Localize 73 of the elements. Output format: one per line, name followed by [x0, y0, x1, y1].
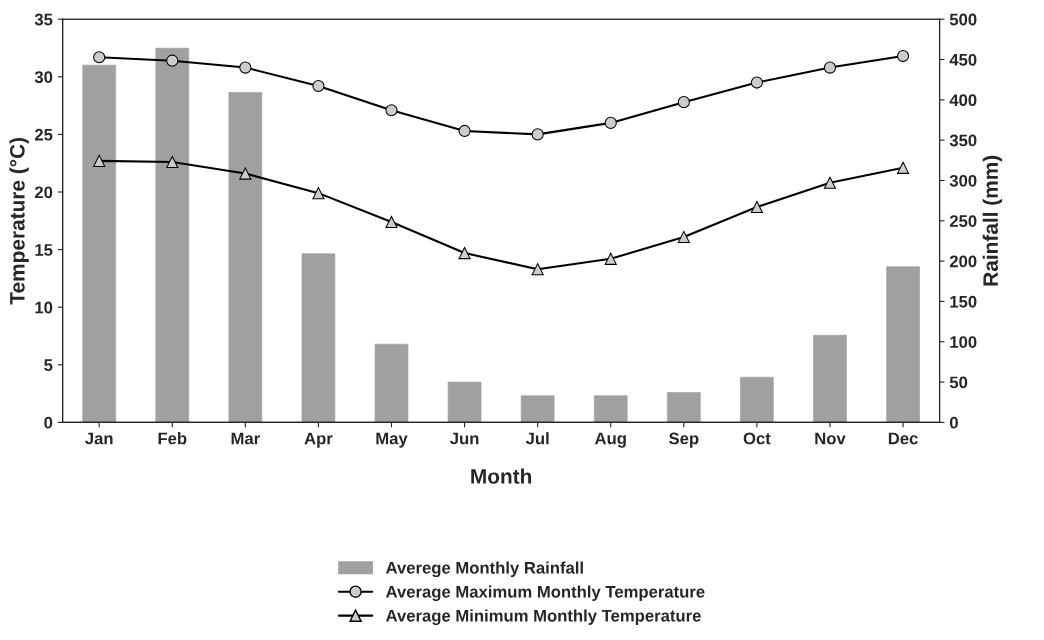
bar — [740, 376, 774, 423]
y2-tick-label: 450 — [949, 53, 977, 66]
y-tick-label: 35 — [34, 13, 53, 26]
point — [93, 154, 106, 167]
x-tick-label: Jan — [85, 432, 113, 445]
y2-tick-label: 50 — [949, 376, 968, 389]
y2-axis-title: Rainfall (mm) — [982, 155, 1003, 286]
point — [750, 200, 763, 214]
x-tick-label: Oct — [743, 432, 771, 445]
point — [312, 79, 325, 93]
x-tick-label: Apr — [304, 432, 333, 448]
point — [750, 76, 763, 89]
legend-label: Averege Monthly Rainfall — [385, 561, 583, 578]
point — [823, 176, 837, 189]
legend-label: Average Minimum Monthly Temperature — [385, 609, 701, 625]
point — [385, 215, 398, 229]
y2-tick-label: 0 — [949, 416, 958, 429]
legend-label: Average Maximum Monthly Temperature — [385, 585, 705, 602]
bar — [886, 266, 920, 423]
point — [896, 161, 910, 174]
point — [458, 124, 471, 138]
y2-tick-label: 100 — [950, 336, 977, 348]
point — [531, 263, 544, 276]
bar — [520, 395, 555, 423]
x-tick-label: Jun — [450, 432, 479, 445]
bar — [228, 92, 263, 423]
point — [677, 230, 690, 243]
y2-tick-label: 200 — [949, 255, 977, 268]
point — [385, 104, 398, 117]
y-axis-title: Temperature (°C) — [9, 137, 29, 305]
y-tick-label: 15 — [35, 244, 53, 256]
point — [312, 187, 325, 200]
y2-tick-label: 250 — [949, 215, 977, 227]
x-tick-label: Dec — [888, 432, 918, 445]
bar — [667, 392, 701, 423]
point — [677, 96, 690, 109]
y2-tick-label: 350 — [949, 134, 977, 147]
x-axis-title: Month — [471, 468, 532, 484]
y2-tick-label: 400 — [949, 94, 977, 107]
bar — [447, 381, 482, 423]
y-tick-label: 20 — [34, 186, 53, 199]
x-tick-label: Mar — [231, 432, 260, 445]
bar — [155, 47, 190, 423]
point — [239, 167, 252, 180]
y-tick-label: 10 — [35, 301, 53, 314]
point — [166, 155, 179, 169]
bar — [813, 334, 847, 423]
y-tick-label: 30 — [34, 71, 53, 84]
x-tick-label: Aug — [594, 432, 626, 448]
x-tick-label: Feb — [158, 432, 187, 445]
point — [458, 246, 471, 260]
x-tick-label: Jul — [525, 432, 549, 445]
point — [239, 61, 252, 74]
point — [604, 116, 617, 129]
point — [604, 252, 617, 265]
point — [896, 49, 910, 63]
y2-tick-label: 500 — [949, 13, 977, 26]
y-tick-label: 25 — [34, 128, 53, 141]
point — [93, 51, 106, 64]
y2-tick-label: 150 — [950, 295, 977, 308]
y-tick-label: 0 — [44, 416, 53, 429]
bar — [374, 343, 409, 423]
y-tick-label: 5 — [44, 359, 53, 371]
x-tick-label: Nov — [815, 432, 846, 445]
bar — [593, 395, 628, 423]
x-tick-label: May — [376, 432, 408, 448]
x-tick-label: Sep — [669, 432, 699, 448]
point — [823, 61, 837, 74]
bar — [301, 253, 336, 423]
point — [166, 54, 179, 67]
y2-tick-label: 300 — [949, 174, 977, 187]
bar — [82, 64, 116, 423]
point — [531, 128, 544, 141]
